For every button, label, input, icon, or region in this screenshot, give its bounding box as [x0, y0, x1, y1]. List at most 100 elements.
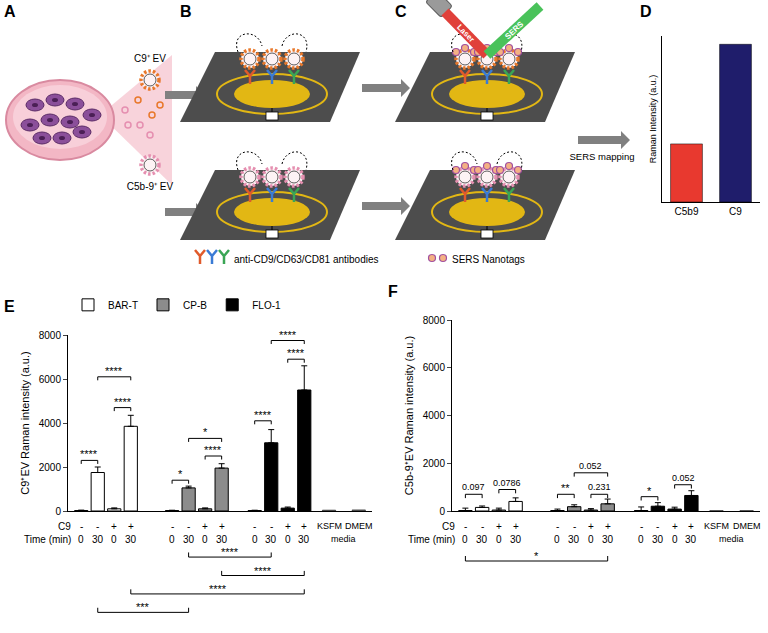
svg-text:C9⁺ EV: C9⁺ EV	[134, 53, 166, 64]
svg-text:Raman Intensity (a.u.): Raman Intensity (a.u.)	[648, 75, 658, 164]
svg-text:+: +	[285, 521, 291, 532]
svg-text:F: F	[388, 283, 398, 300]
svg-text:****: ****	[279, 329, 297, 341]
svg-text:DMEM: DMEM	[345, 521, 373, 531]
svg-text:-: -	[96, 521, 99, 532]
svg-text:C5b-9⁺ EV: C5b-9⁺ EV	[127, 181, 174, 192]
svg-text:-: -	[187, 521, 190, 532]
svg-text:E: E	[4, 298, 15, 315]
svg-text:Time (min): Time (min)	[24, 534, 71, 545]
svg-text:SERS mapping: SERS mapping	[570, 151, 635, 162]
svg-text:+: +	[513, 521, 519, 532]
svg-text:-: -	[171, 521, 174, 532]
svg-text:+: +	[588, 521, 594, 532]
svg-text:0: 0	[111, 534, 117, 545]
svg-text:****: ****	[221, 546, 239, 558]
svg-text:-: -	[253, 521, 256, 532]
svg-text:****: ****	[80, 448, 98, 460]
svg-text:DMEM: DMEM	[733, 521, 761, 531]
svg-text:****: ****	[105, 365, 123, 377]
svg-text:2000: 2000	[39, 462, 62, 473]
svg-text:30: 30	[183, 534, 195, 545]
svg-text:*: *	[178, 468, 183, 480]
svg-text:30: 30	[510, 534, 522, 545]
svg-text:30: 30	[685, 534, 697, 545]
svg-text:0: 0	[55, 506, 61, 517]
svg-text:SERS: SERS	[503, 19, 526, 41]
svg-text:-: -	[464, 521, 467, 532]
svg-text:C9: C9	[58, 521, 71, 532]
svg-text:-: -	[270, 521, 273, 532]
svg-text:KSFM: KSFM	[704, 521, 729, 531]
svg-text:A: A	[4, 3, 16, 20]
svg-text:0: 0	[202, 534, 208, 545]
svg-text:-: -	[640, 521, 643, 532]
svg-text:-: -	[80, 521, 83, 532]
svg-text:4000: 4000	[423, 410, 446, 421]
svg-text:8000: 8000	[39, 330, 62, 341]
svg-text:media: media	[719, 534, 744, 544]
svg-text:0: 0	[169, 534, 175, 545]
svg-text:Laser: Laser	[455, 23, 476, 45]
svg-text:*: *	[534, 550, 539, 562]
svg-text:0: 0	[638, 534, 644, 545]
svg-text:30: 30	[265, 534, 277, 545]
svg-text:6000: 6000	[423, 362, 446, 373]
svg-text:+: +	[111, 521, 117, 532]
svg-text:2000: 2000	[423, 458, 446, 469]
svg-text:BAR-T: BAR-T	[108, 300, 138, 311]
svg-text:30: 30	[216, 534, 228, 545]
svg-text:+: +	[605, 521, 611, 532]
svg-text:****: ****	[204, 444, 222, 456]
svg-text:D: D	[640, 3, 652, 20]
svg-text:-: -	[556, 521, 559, 532]
svg-text:CP-B: CP-B	[183, 300, 207, 311]
svg-text:30: 30	[602, 534, 614, 545]
svg-text:****: ****	[287, 347, 305, 359]
svg-text:8000: 8000	[423, 315, 446, 326]
svg-text:-: -	[573, 521, 576, 532]
svg-text:+: +	[672, 521, 678, 532]
svg-text:30: 30	[476, 534, 488, 545]
svg-text:+: +	[128, 521, 134, 532]
svg-text:0: 0	[285, 534, 291, 545]
svg-text:KSFM: KSFM	[317, 521, 342, 531]
svg-text:0: 0	[588, 534, 594, 545]
svg-text:C: C	[395, 3, 407, 20]
svg-text:*: *	[203, 426, 208, 438]
svg-text:+: +	[496, 521, 502, 532]
svg-text:0.052: 0.052	[672, 473, 695, 483]
svg-text:30: 30	[652, 534, 664, 545]
svg-text:0.0786: 0.0786	[493, 478, 521, 488]
svg-text:0: 0	[462, 534, 468, 545]
svg-text:Time (min): Time (min)	[408, 534, 455, 545]
svg-text:0: 0	[496, 534, 502, 545]
svg-text:0: 0	[439, 506, 445, 517]
svg-text:SERS Nanotags: SERS Nanotags	[452, 254, 525, 265]
svg-text:+: +	[219, 521, 225, 532]
svg-text:C9: C9	[442, 521, 455, 532]
svg-text:+: +	[688, 521, 694, 532]
svg-text:0.052: 0.052	[579, 461, 602, 471]
svg-text:C5b9: C5b9	[675, 206, 699, 217]
svg-text:-: -	[481, 521, 484, 532]
svg-text:30: 30	[568, 534, 580, 545]
svg-text:4000: 4000	[39, 418, 62, 429]
svg-text:30: 30	[92, 534, 104, 545]
svg-text:****: ****	[209, 583, 227, 595]
svg-text:30: 30	[298, 534, 310, 545]
svg-text:B: B	[180, 3, 192, 20]
svg-text:0: 0	[554, 534, 560, 545]
svg-text:FLO-1: FLO-1	[252, 300, 281, 311]
svg-text:**: **	[561, 482, 570, 494]
svg-text:****: ****	[254, 409, 272, 421]
svg-text:0: 0	[252, 534, 258, 545]
svg-text:-: -	[656, 521, 659, 532]
svg-text:0.231: 0.231	[588, 482, 611, 492]
svg-text:*: *	[647, 485, 652, 497]
svg-text:6000: 6000	[39, 374, 62, 385]
svg-text:****: ****	[114, 396, 132, 408]
svg-text:0.097: 0.097	[462, 482, 485, 492]
svg-text:C9⁺EV Raman intensity (a.u.): C9⁺EV Raman intensity (a.u.)	[19, 351, 31, 494]
svg-text:0: 0	[672, 534, 678, 545]
